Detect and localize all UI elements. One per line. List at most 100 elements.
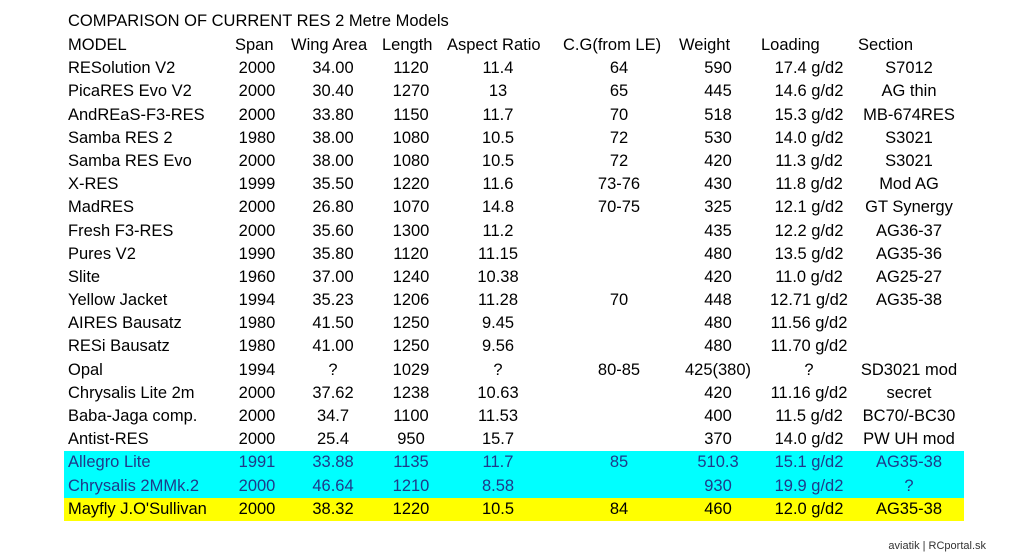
cell-cg: 70 xyxy=(609,291,629,310)
cell-weight: 480 xyxy=(704,314,732,333)
cell-cg: 72 xyxy=(609,151,629,170)
header-cg: C.G(from LE) xyxy=(563,36,662,54)
cell-length: 1250 xyxy=(392,337,430,356)
cell-loading: 11.8 g/d2 xyxy=(775,175,843,194)
cell-model: Mayfly J.O'Sullivan xyxy=(68,499,207,518)
cell-weight: 480 xyxy=(704,337,732,356)
cell-wing-area: 25.4 xyxy=(316,430,350,449)
cell-section: secret xyxy=(886,383,932,402)
table-row: Pures V2 1990 35.80 1120 11.15 480 13.5 g/d2 AG… xyxy=(64,243,964,266)
cell-weight: 480 xyxy=(704,244,732,263)
cell-wing-area: 33.88 xyxy=(312,453,354,472)
table-row: AndREaS-F3-RES 2000 33.80 1150 11.7 70 518 15.3… xyxy=(64,104,964,127)
cell-wing-area: 41.00 xyxy=(312,337,354,356)
cell-length: 1300 xyxy=(392,221,430,240)
cell-cg: 73-76 xyxy=(597,175,641,194)
cell-wing-area: 35.50 xyxy=(312,175,354,194)
cell-loading: 11.3 g/d2 xyxy=(775,151,843,170)
cell-wing-area: 34.00 xyxy=(312,59,354,78)
header-length: Length xyxy=(382,36,433,54)
cell-aspect-ratio: 11.2 xyxy=(482,221,514,240)
cell-model: X-RES xyxy=(68,175,119,194)
cell-aspect-ratio: 11.7 xyxy=(482,453,514,472)
table-row: Allegro Lite 1991 33.88 1135 11.7 85 510.3 15.1… xyxy=(64,451,964,475)
cell-model: Allegro Lite xyxy=(68,453,151,472)
cell-weight: 420 xyxy=(704,151,732,170)
cell-loading: 19.9 g/d2 xyxy=(774,476,844,495)
cell-weight: 445 xyxy=(704,82,732,101)
cell-model: Baba-Jaga comp. xyxy=(68,407,198,425)
cell-span: 2000 xyxy=(238,82,276,101)
cell-span: 2000 xyxy=(238,198,276,217)
cell-span: 1960 xyxy=(238,267,276,286)
header-model: MODEL xyxy=(68,36,127,54)
cell-weight: 510.3 xyxy=(697,453,739,472)
table-row: RESolution V2 2000 34.00 1120 11.4 64 590 17.4 … xyxy=(64,57,964,80)
cell-section: AG35-36 xyxy=(875,244,943,263)
cell-section: Mod AG xyxy=(879,175,939,194)
cell-wing-area: ? xyxy=(328,360,338,379)
cell-aspect-ratio: 9.56 xyxy=(481,337,515,356)
cell-aspect-ratio: 11.4 xyxy=(482,59,514,78)
cell-model: RESi Bausatz xyxy=(68,337,170,356)
cell-loading: 11.5 g/d2 xyxy=(775,407,843,425)
table-row: MadRES 2000 26.80 1070 14.8 70-75 325 12.1 g/d2… xyxy=(64,196,964,219)
cell-cg: 72 xyxy=(609,128,629,147)
cell-section: PW UH mod xyxy=(863,430,955,449)
cell-section: GT Synergy xyxy=(865,198,953,217)
cell-model: Slite xyxy=(68,267,101,286)
cell-weight: 930 xyxy=(704,476,732,495)
cell-wing-area: 33.80 xyxy=(312,105,354,124)
cell-model: Fresh F3-RES xyxy=(68,221,174,240)
cell-length: 1240 xyxy=(392,267,430,286)
cell-weight: 435 xyxy=(704,221,732,240)
cell-span: 1991 xyxy=(238,453,276,472)
cell-model: Pures V2 xyxy=(68,244,136,263)
cell-length: 1150 xyxy=(393,105,429,124)
cell-section: SD3021 mod xyxy=(860,360,958,379)
cell-aspect-ratio: 11.28 xyxy=(477,291,519,310)
cell-cg: 70 xyxy=(609,105,629,124)
header-span: Span xyxy=(235,36,274,54)
cell-section xyxy=(854,312,964,335)
cell-wing-area: 37.00 xyxy=(312,267,354,286)
cell-model: Samba RES 2 xyxy=(68,128,173,147)
cell-cg xyxy=(560,475,678,498)
cell-cg: 84 xyxy=(609,499,629,518)
table-row: X-RES 1999 35.50 1220 11.6 73-76 430 11.8 g/d2 M… xyxy=(64,173,964,196)
cell-section: AG35-38 xyxy=(875,291,943,310)
cell-loading: 15.1 g/d2 xyxy=(774,453,844,472)
cell-span: 1980 xyxy=(238,337,276,356)
header-section: Section xyxy=(858,36,914,54)
cell-loading: 13.5 g/d2 xyxy=(774,244,844,263)
cell-weight: 325 xyxy=(704,198,732,217)
cell-wing-area: 37.62 xyxy=(312,383,354,402)
cell-span: 2000 xyxy=(238,151,276,170)
comparison-table: MODEL Span Wing Area Length Aspect Ratio… xyxy=(64,34,964,521)
cell-wing-area: 38.32 xyxy=(312,499,354,518)
cell-section: AG35-38 xyxy=(875,499,943,518)
cell-wing-area: 38.00 xyxy=(312,128,354,147)
cell-aspect-ratio: 10.5 xyxy=(481,128,515,147)
header-aspect-ratio: Aspect Ratio xyxy=(447,36,541,54)
cell-cg xyxy=(560,220,678,243)
cell-length: 1250 xyxy=(392,314,430,333)
cell-length: 1220 xyxy=(392,175,430,194)
cell-aspect-ratio: 9.45 xyxy=(481,314,515,333)
table-row: Yellow Jacket 1994 35.23 1206 11.28 70 448 12.7… xyxy=(64,289,964,312)
cell-weight: 425(380) xyxy=(684,360,752,379)
cell-aspect-ratio: 15.7 xyxy=(481,430,515,449)
cell-span: 2000 xyxy=(238,430,276,449)
cell-section: BC70/-BC30 xyxy=(862,407,956,425)
cell-length: 950 xyxy=(397,430,425,449)
cell-model: Opal xyxy=(68,360,103,379)
cell-cg xyxy=(560,312,678,335)
cell-span: 2000 xyxy=(238,221,276,240)
table-row: PicaRES Evo V2 2000 30.40 1270 13 65 445 14.6 g… xyxy=(64,80,964,103)
cell-aspect-ratio: 10.38 xyxy=(477,267,519,286)
cell-span: 1994 xyxy=(238,291,276,310)
header-weight: Weight xyxy=(679,36,731,54)
cell-weight: 590 xyxy=(704,59,732,78)
cell-model: Chrysalis Lite 2m xyxy=(68,383,195,402)
cell-cg: 64 xyxy=(609,59,629,78)
